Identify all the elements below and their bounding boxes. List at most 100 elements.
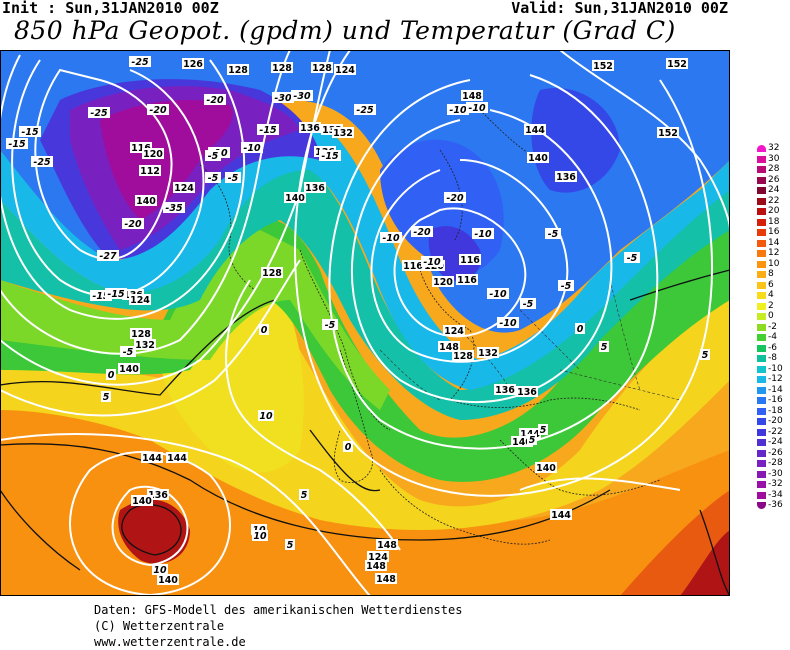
temperature-label-box	[421, 256, 443, 267]
geopotential-label: 136	[300, 123, 320, 134]
temperature-label: -5	[561, 281, 572, 292]
temperature-field-light-green	[0, 230, 390, 410]
temperature-label: -15	[8, 139, 26, 150]
temperature-label: 5	[301, 490, 308, 501]
temperature-label-box	[624, 252, 640, 263]
cold-pool-russia	[531, 88, 620, 193]
geopotential-label: 140	[512, 437, 532, 448]
geopotential-label: 132	[135, 340, 155, 351]
temperature-label: -5	[627, 253, 638, 264]
legend-swatch	[757, 323, 766, 331]
geopotential-label-box	[227, 64, 249, 75]
legend-value: -24	[768, 437, 783, 447]
geopotential-label-box	[129, 294, 151, 305]
geopotential-label: 152	[667, 59, 687, 70]
geopotential-label: 120	[143, 149, 163, 160]
legend-value: -10	[768, 363, 783, 374]
geopotential-label: 128	[312, 63, 332, 74]
temperature-label-box	[380, 232, 402, 243]
temperature-label: 5	[287, 540, 294, 551]
geopotential-label-box	[535, 462, 557, 473]
temperature-label-box	[545, 228, 561, 239]
legend-value: -36	[768, 500, 783, 510]
geopotential-label: 124	[130, 295, 150, 306]
temperature-label-box	[520, 298, 536, 309]
legend-value: 8	[768, 269, 774, 279]
geopotential-label-box	[375, 573, 397, 584]
geopotential-label-box	[142, 148, 164, 159]
geopotential-label-box	[147, 489, 169, 500]
temperature-field-teal	[0, 160, 730, 420]
temperature-label: -5	[523, 299, 534, 310]
temperature-label: -15	[107, 289, 125, 300]
temperature-label: -5	[228, 173, 239, 184]
legend-swatch	[757, 218, 766, 226]
geopotential-label: 140	[285, 193, 305, 204]
geopotential-label: 124	[174, 183, 194, 194]
geopotential-label-box	[131, 495, 153, 506]
legend-value: 28	[768, 164, 780, 174]
temperature-label: -15	[321, 151, 339, 162]
legend-swatch	[757, 250, 766, 257]
legend-value: -4	[768, 332, 777, 342]
temperature-label: 5	[103, 392, 110, 403]
legend-value: 20	[768, 206, 780, 216]
temperature-label: -5	[548, 229, 559, 240]
geopotential-label: 148	[376, 574, 396, 585]
legend-value: 4	[768, 290, 774, 300]
temperature-label-box	[241, 142, 263, 153]
geopotential-label-box	[461, 90, 483, 101]
temperature-label-box	[252, 530, 268, 541]
temperature-label: -15	[21, 127, 39, 138]
geopotential-label: 116	[403, 261, 423, 272]
geopotential-label-box	[166, 452, 188, 463]
geopotential-label-box	[332, 127, 354, 138]
temperature-label-box	[129, 56, 151, 67]
geopotential-label-box	[452, 350, 474, 361]
legend-swatch	[757, 334, 766, 341]
temperature-label-box	[354, 104, 376, 115]
legend-value: 2	[768, 300, 774, 311]
legend-swatch	[757, 449, 766, 457]
legend-swatch	[757, 386, 766, 394]
legend-swatch	[757, 208, 766, 215]
temperature-label-box	[251, 524, 267, 535]
temperature-label-box	[447, 104, 469, 115]
temperature-label-box	[97, 250, 119, 261]
temperature-label: -5	[208, 151, 219, 162]
temperature-label: -5	[208, 173, 219, 184]
temperature-label: -20	[446, 193, 464, 204]
geopotential-label-box	[157, 574, 179, 585]
legend-swatch	[757, 145, 766, 152]
legend-swatch	[757, 491, 766, 499]
legend-swatch	[757, 470, 766, 478]
temperature-labels: -25-20-25-20-15-15-25-35-30 -30-25-20-15-…	[6, 56, 710, 576]
legend-swatch	[757, 428, 766, 436]
legend-swatch	[757, 166, 766, 173]
valid-time: Valid: Sun,31JAN2010 00Z	[511, 0, 728, 17]
geopotential-label-box	[135, 195, 157, 206]
temperature-label: -20	[206, 95, 224, 106]
geopotential-label: 148	[366, 561, 386, 572]
credit-website[interactable]: www.wetterzentrale.de	[94, 635, 246, 649]
geopotential-label: 152	[593, 61, 613, 72]
legend-swatch	[757, 260, 766, 268]
temperature-label-box	[204, 94, 226, 105]
temperature-label-box	[472, 228, 494, 239]
temperature-label-box	[700, 349, 710, 360]
legend-swatch	[757, 271, 766, 278]
temperature-label: -5	[325, 320, 336, 331]
geopotential-label: 136	[556, 172, 576, 183]
legend-value: -6	[768, 342, 777, 353]
temperature-label: -20	[124, 219, 142, 230]
legend-swatch	[757, 176, 766, 184]
geopotential-label: 136	[148, 490, 168, 501]
temperature-label: 10	[153, 565, 167, 576]
temperature-color-legend: 32 30 28 26 24 22 20 18 16 14 12 10 8 6 4 2 0 -2 -4 -6 -8 -10…	[755, 144, 790, 516]
geopotential-label-box	[365, 560, 387, 571]
geopotential-label: 132	[333, 128, 353, 139]
geopotential-label: 132	[478, 348, 498, 359]
geopotential-label-box	[516, 386, 538, 397]
temperature-label-box	[105, 288, 127, 299]
geopotential-label-box	[666, 58, 688, 69]
